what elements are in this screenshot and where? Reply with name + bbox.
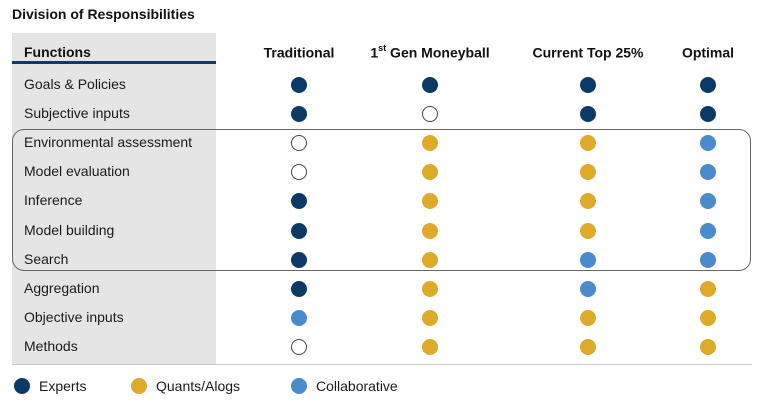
dot-goals-policies-col3 [580, 77, 596, 93]
highlighted-rows-outline [12, 129, 751, 271]
legend-swatch-quants [131, 378, 147, 394]
dot-goals-policies-col2 [422, 77, 438, 93]
legend-label-experts: Experts [39, 378, 87, 394]
functions-header-rule [12, 61, 216, 64]
dot-inference-col3 [580, 193, 596, 210]
legend-swatch-collaborative [291, 378, 307, 394]
dot-objective-inputs-col2 [422, 309, 438, 326]
dot-aggregation-col2 [422, 280, 438, 297]
legend-item-quants: Quants/Alogs [131, 377, 240, 395]
dot-methods-col1 [291, 338, 307, 355]
dot-model-building-col1 [291, 222, 307, 239]
dot-methods-col2 [422, 338, 438, 355]
dot-environmental-assessment-col3 [580, 135, 596, 152]
bottom-rule [12, 364, 752, 365]
dot-model-evaluation-col3 [580, 164, 596, 181]
dot-environmental-assessment-col4 [700, 135, 716, 152]
column-header-optimal: Optimal [681, 44, 735, 61]
dot-search-col4 [700, 251, 716, 268]
dot-objective-inputs-col3 [580, 309, 596, 326]
row-label-objective-inputs: Objective inputs [24, 308, 124, 325]
dot-inference-col1 [291, 193, 307, 210]
row-label-inference: Inference [24, 192, 83, 209]
dot-model-building-col4 [700, 222, 716, 239]
row-label-search: Search [24, 250, 69, 267]
column-header-traditional: Traditional [263, 44, 335, 61]
dot-methods-col3 [580, 338, 596, 355]
chart-title: Division of Responsibilities [12, 6, 195, 22]
row-label-environmental-assessment: Environmental assessment [24, 134, 193, 151]
row-label-subjective-inputs: Subjective inputs [24, 105, 130, 122]
dot-subjective-inputs-col1 [291, 106, 307, 123]
dot-model-building-col3 [580, 222, 596, 239]
row-label-model-building: Model building [24, 221, 115, 238]
row-label-goals-policies: Goals & Policies [24, 76, 126, 92]
dot-subjective-inputs-col2 [422, 106, 438, 123]
dot-objective-inputs-col4 [700, 309, 716, 326]
functions-column-background [12, 33, 216, 364]
dot-aggregation-col3 [580, 280, 596, 297]
dot-inference-col4 [700, 193, 716, 210]
dot-model-building-col2 [422, 222, 438, 239]
dot-search-col2 [422, 251, 438, 268]
dot-inference-col2 [422, 193, 438, 210]
dot-environmental-assessment-col1 [291, 135, 307, 152]
legend-label-quants: Quants/Alogs [156, 378, 241, 394]
dot-subjective-inputs-col4 [700, 106, 716, 123]
legend-swatch-experts [14, 378, 30, 394]
column-header-current-top-25: Current Top 25% [532, 44, 644, 61]
dot-methods-col4 [700, 338, 716, 355]
legend-item-collaborative: Collaborative [291, 377, 398, 395]
column-header-1st-gen-moneyball: 1st Gen Moneyball [370, 43, 490, 61]
dot-search-col1 [291, 251, 307, 268]
row-label-methods: Methods [24, 337, 78, 354]
legend-item-experts: Experts [14, 377, 86, 395]
row-label-model-evaluation: Model evaluation [24, 163, 130, 180]
dot-model-evaluation-col1 [291, 164, 307, 181]
dot-model-evaluation-col4 [700, 164, 716, 181]
dot-model-evaluation-col2 [422, 164, 438, 181]
dot-objective-inputs-col1 [291, 309, 307, 326]
functions-header: Functions [24, 44, 91, 60]
dot-environmental-assessment-col2 [422, 135, 438, 152]
dot-search-col3 [580, 251, 596, 268]
dot-aggregation-col4 [700, 280, 716, 297]
dot-goals-policies-col4 [700, 77, 716, 93]
dot-goals-policies-col1 [291, 77, 307, 93]
dot-subjective-inputs-col3 [580, 106, 596, 123]
row-label-aggregation: Aggregation [24, 279, 100, 296]
dot-aggregation-col1 [291, 280, 307, 297]
legend-label-collaborative: Collaborative [316, 378, 398, 394]
